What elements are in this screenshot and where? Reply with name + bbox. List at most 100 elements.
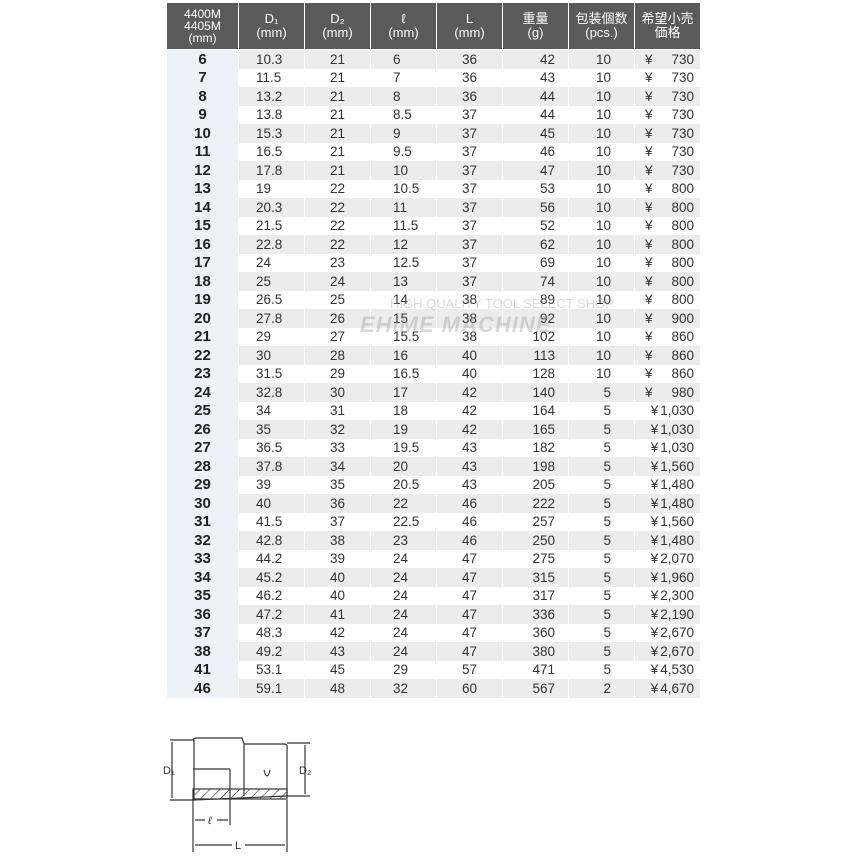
table-row: 25 34 31 18 42 164 5 ¥1,030 xyxy=(166,401,701,420)
size-cell: 22 xyxy=(166,346,239,365)
length-cell: 42 xyxy=(436,383,503,402)
length-cell: 43 xyxy=(436,475,503,494)
l-cell: 15.5 xyxy=(370,327,437,346)
weight-cell: 567 xyxy=(502,679,569,698)
header-text: 希望小売 xyxy=(641,11,694,26)
pcs-cell: 10 xyxy=(568,105,635,124)
d2-cell: 27 xyxy=(304,327,371,346)
table-row: 12 17.8 21 10 37 47 10 ¥730 xyxy=(166,161,701,180)
pcs-cell: 10 xyxy=(568,309,635,328)
d1-cell: 19 xyxy=(238,179,305,198)
table-row: 24 32.8 30 17 42 140 5 ¥980 xyxy=(166,383,701,402)
column-header: D₂ (mm) xyxy=(304,2,371,50)
pcs-cell: 10 xyxy=(568,346,635,365)
header-text: 4400M xyxy=(184,7,221,21)
currency-symbol: ¥ xyxy=(650,662,659,678)
price-value: 800 xyxy=(671,199,694,215)
header-text: (pcs.) xyxy=(585,25,618,40)
currency-symbol: ¥ xyxy=(650,440,659,456)
weight-cell: 317 xyxy=(502,586,569,605)
size-cell: 24 xyxy=(166,383,239,402)
table-row: 6 10.3 21 6 36 42 10 ¥730 xyxy=(166,49,701,69)
d1-cell: 32.8 xyxy=(238,383,305,402)
weight-cell: 205 xyxy=(502,475,569,494)
weight-cell: 275 xyxy=(502,549,569,568)
d1-cell: 13.2 xyxy=(238,87,305,106)
table-row: 7 11.5 21 7 36 43 10 ¥730 xyxy=(166,68,701,87)
length-cell: 37 xyxy=(436,161,503,180)
d1-cell: 10.3 xyxy=(238,49,305,69)
weight-cell: 165 xyxy=(502,420,569,439)
price-cell: ¥800 xyxy=(634,290,701,309)
table-row: 18 25 24 13 37 74 10 ¥800 xyxy=(166,272,701,291)
pcs-cell: 5 xyxy=(568,642,635,661)
price-cell: ¥980 xyxy=(634,383,701,402)
table-row: 30 40 36 22 46 222 5 ¥1,480 xyxy=(166,494,701,513)
price-value: 4,670 xyxy=(660,680,694,696)
weight-cell: 336 xyxy=(502,605,569,624)
price-cell: ¥1,560 xyxy=(634,457,701,476)
price-value: 730 xyxy=(671,125,694,141)
l-cell: 29 xyxy=(370,660,437,679)
price-cell: ¥2,300 xyxy=(634,586,701,605)
spec-table: 4400M 4405M (mm) D₁ (mm) D₂ (mm) ℓ (mm) L (mm) 重量 (g… xyxy=(166,2,701,698)
weight-cell: 69 xyxy=(502,253,569,272)
weight-cell: 164 xyxy=(502,401,569,420)
d2-cell: 45 xyxy=(304,660,371,679)
length-cell: 42 xyxy=(436,420,503,439)
size-cell: 9 xyxy=(166,105,239,124)
price-value: 1,030 xyxy=(660,421,694,437)
weight-cell: 56 xyxy=(502,198,569,217)
weight-cell: 43 xyxy=(502,68,569,87)
price-cell: ¥1,480 xyxy=(634,531,701,550)
price-cell: ¥1,030 xyxy=(634,438,701,457)
size-cell: 30 xyxy=(166,494,239,513)
length-cell: 37 xyxy=(436,198,503,217)
l-cell: 8.5 xyxy=(370,105,437,124)
length-cell: 37 xyxy=(436,253,503,272)
pcs-cell: 5 xyxy=(568,531,635,550)
price-value: 4,530 xyxy=(660,662,694,678)
l-cell: 10 xyxy=(370,161,437,180)
price-cell: ¥800 xyxy=(634,216,701,235)
pcs-cell: 10 xyxy=(568,161,635,180)
l-cell: 8 xyxy=(370,87,437,106)
socket-dimension-diagram: D₁ D₂ ℓ L xyxy=(163,737,311,852)
d1-cell: 34 xyxy=(238,401,305,420)
price-value: 2,670 xyxy=(660,643,694,659)
weight-cell: 53 xyxy=(502,179,569,198)
l-cell: 17 xyxy=(370,383,437,402)
column-header: 重量 (g) xyxy=(502,2,569,50)
pcs-cell: 10 xyxy=(568,124,635,143)
d1-cell: 17.8 xyxy=(238,161,305,180)
price-value: 900 xyxy=(671,310,694,326)
price-value: 860 xyxy=(671,329,694,345)
header-row: 4400M 4405M (mm) D₁ (mm) D₂ (mm) ℓ (mm) L (mm) 重量 (g… xyxy=(166,2,701,50)
table-row: 38 49.2 43 24 47 380 5 ¥2,670 xyxy=(166,642,701,661)
length-cell: 37 xyxy=(436,216,503,235)
d1-label: D₁ xyxy=(163,765,175,777)
weight-cell: 113 xyxy=(502,346,569,365)
weight-cell: 198 xyxy=(502,457,569,476)
price-value: 730 xyxy=(671,51,694,67)
d1-cell: 26.5 xyxy=(238,290,305,309)
l-cell: 24 xyxy=(370,568,437,587)
d1-cell: 41.5 xyxy=(238,512,305,531)
currency-symbol: ¥ xyxy=(650,643,659,659)
price-cell: ¥800 xyxy=(634,198,701,217)
weight-cell: 89 xyxy=(502,290,569,309)
l-cell: 24 xyxy=(370,605,437,624)
currency-symbol: ¥ xyxy=(650,514,659,530)
size-cell: 28 xyxy=(166,457,239,476)
table-row: 23 31.5 29 16.5 40 128 10 ¥860 xyxy=(166,364,701,383)
price-cell: ¥800 xyxy=(634,272,701,291)
size-cell: 16 xyxy=(166,235,239,254)
l-cell: 16 xyxy=(370,346,437,365)
l-cell: 13 xyxy=(370,272,437,291)
weight-cell: 222 xyxy=(502,494,569,513)
d2-cell: 26 xyxy=(304,309,371,328)
length-cell: 37 xyxy=(436,272,503,291)
length-cell: 47 xyxy=(436,623,503,642)
currency-symbol: ¥ xyxy=(645,347,653,363)
pcs-cell: 10 xyxy=(568,87,635,106)
